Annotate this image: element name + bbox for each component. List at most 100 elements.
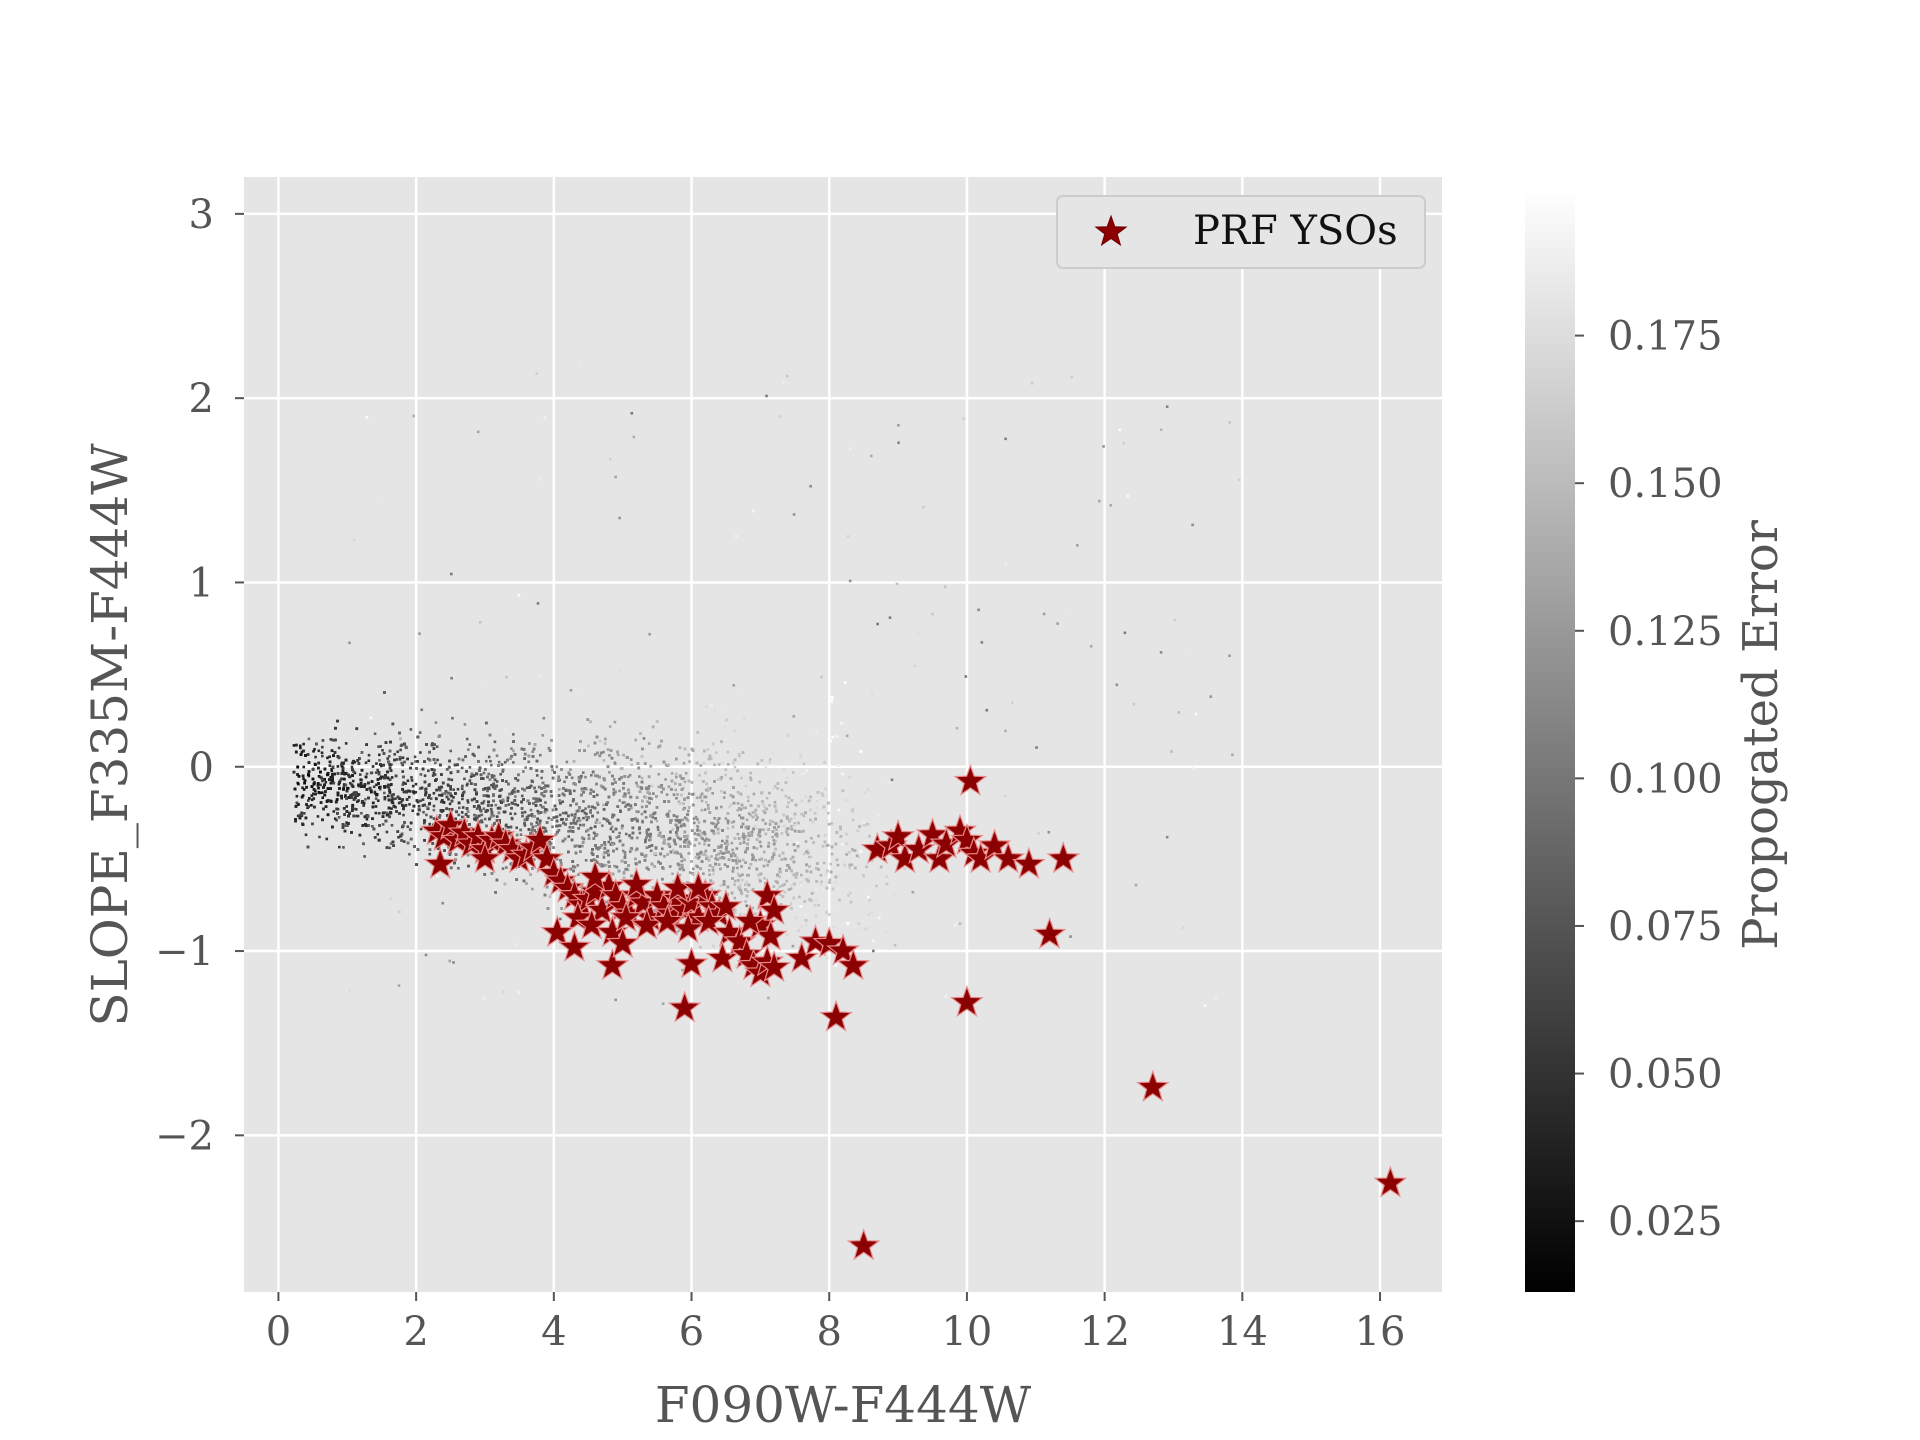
field-source-point xyxy=(872,792,875,796)
field-source-point xyxy=(474,818,478,822)
field-source-point xyxy=(469,775,473,779)
field-source-point xyxy=(377,771,381,774)
field-source-point xyxy=(851,818,855,822)
field-source-point xyxy=(536,798,540,801)
field-source-point xyxy=(557,779,560,783)
field-source-point xyxy=(397,801,401,805)
field-source-point xyxy=(461,797,464,801)
field-source-point xyxy=(473,813,476,817)
field-source-point xyxy=(547,746,551,750)
field-source-point xyxy=(685,837,689,841)
field-source-point xyxy=(484,759,488,763)
field-source-point xyxy=(350,765,354,769)
field-source-point xyxy=(378,759,381,762)
field-source-point xyxy=(589,809,592,812)
field-source-point xyxy=(863,927,867,931)
field-source-point xyxy=(743,883,747,886)
field-source-point xyxy=(657,785,661,789)
field-source-point xyxy=(733,879,737,883)
field-source-point xyxy=(567,835,571,838)
field-source-point xyxy=(414,782,418,786)
field-source-point xyxy=(735,847,739,850)
field-source-point xyxy=(514,802,517,806)
field-source-point xyxy=(410,776,413,779)
field-source-point xyxy=(857,922,860,925)
field-source-point xyxy=(582,816,585,820)
field-source-point xyxy=(574,813,577,816)
field-source-point xyxy=(773,800,777,804)
field-source-point xyxy=(730,841,734,845)
field-source-point xyxy=(741,835,745,839)
field-source-point xyxy=(752,792,756,796)
field-source-point xyxy=(320,751,324,755)
field-source-point xyxy=(644,816,648,819)
field-source-point xyxy=(640,776,644,780)
field-source-point xyxy=(419,751,422,754)
field-source-point xyxy=(317,749,321,753)
field-source-point xyxy=(502,800,505,803)
field-source-point xyxy=(584,815,588,819)
field-source-point xyxy=(678,821,682,824)
field-source-point xyxy=(533,829,536,832)
field-source-point xyxy=(492,814,496,818)
field-source-point xyxy=(737,753,741,756)
field-source-point xyxy=(704,800,708,804)
field-source-point xyxy=(332,810,336,813)
field-source-point xyxy=(802,852,806,856)
field-source-point xyxy=(375,783,378,787)
field-source-point xyxy=(570,776,574,780)
field-source-point xyxy=(747,834,751,838)
field-source-point xyxy=(377,811,381,815)
field-source-point xyxy=(468,743,472,746)
field-source-point xyxy=(523,824,527,827)
field-source-point xyxy=(786,805,789,809)
field-source-point xyxy=(602,817,606,820)
field-source-point xyxy=(342,783,346,786)
field-source-point xyxy=(544,801,547,804)
field-source-point xyxy=(536,823,540,827)
field-source-point xyxy=(810,855,813,859)
field-source-point xyxy=(401,763,404,767)
field-source-point xyxy=(577,817,581,820)
field-source-point xyxy=(532,802,535,805)
field-source-point xyxy=(761,828,764,831)
field-source-point xyxy=(299,746,302,750)
field-source-point xyxy=(558,813,562,817)
field-source-point xyxy=(400,761,403,765)
field-source-point xyxy=(749,776,752,780)
field-source-point xyxy=(429,797,433,800)
field-source-point xyxy=(830,852,834,856)
field-source-point xyxy=(371,825,374,828)
field-source-point xyxy=(608,771,611,774)
field-source-point xyxy=(747,812,751,815)
field-source-point xyxy=(375,762,378,765)
field-source-point xyxy=(817,903,820,907)
field-source-point xyxy=(710,821,713,825)
field-source-point xyxy=(402,813,405,817)
field-source-point xyxy=(301,794,305,797)
field-source-point xyxy=(388,846,392,850)
field-source-point xyxy=(726,821,730,825)
field-source-point xyxy=(630,763,634,767)
field-source-point xyxy=(643,795,646,799)
field-source-point xyxy=(694,856,698,859)
field-source-point xyxy=(699,794,703,797)
field-source-point xyxy=(342,786,346,789)
field-source-point xyxy=(491,824,495,827)
field-source-point xyxy=(634,738,637,742)
field-source-point xyxy=(419,799,422,803)
field-source-point xyxy=(373,791,377,795)
field-source-point xyxy=(434,761,437,765)
field-source-point xyxy=(671,848,675,852)
field-source-point xyxy=(672,879,675,883)
field-source-point xyxy=(793,822,797,825)
field-source-point xyxy=(845,853,848,856)
field-source-point xyxy=(492,774,496,778)
field-source-point xyxy=(809,818,812,822)
field-source-point xyxy=(596,803,600,806)
field-source-point xyxy=(333,817,337,821)
field-source-point xyxy=(460,766,464,770)
field-source-point xyxy=(381,749,384,752)
field-source-point xyxy=(850,863,854,867)
field-source-point xyxy=(870,911,874,914)
